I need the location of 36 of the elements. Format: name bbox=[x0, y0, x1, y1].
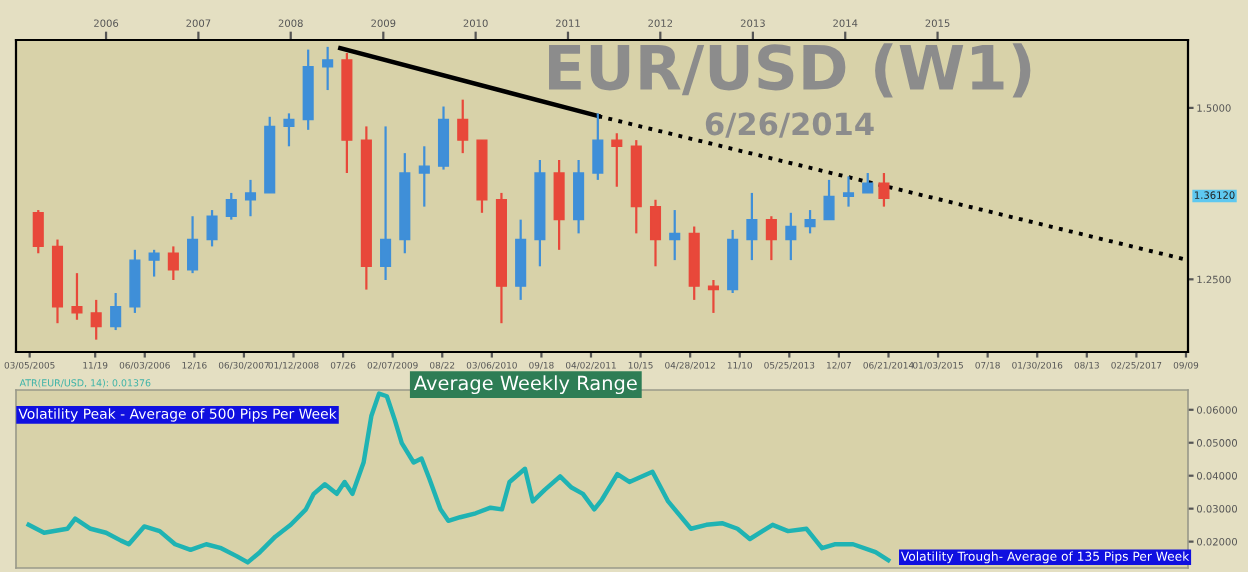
candlestick bbox=[418, 145, 430, 208]
candlestick bbox=[283, 112, 295, 148]
candlestick bbox=[32, 208, 44, 255]
candlestick bbox=[71, 272, 83, 321]
candlestick bbox=[225, 191, 237, 221]
chart-title: Average Weekly Range bbox=[413, 375, 637, 395]
text: 6/26/2014 bbox=[705, 112, 874, 138]
candlestick bbox=[167, 245, 179, 282]
candlestick bbox=[707, 278, 719, 315]
candlestick bbox=[823, 178, 835, 221]
candlestick bbox=[187, 215, 199, 275]
candlestick bbox=[244, 178, 257, 218]
candlestick bbox=[515, 218, 527, 301]
candlestick bbox=[765, 215, 777, 262]
candlestick bbox=[553, 158, 565, 251]
candlestick bbox=[90, 298, 102, 341]
candlestick bbox=[862, 171, 874, 195]
candlestick bbox=[669, 208, 681, 262]
candlestick bbox=[322, 45, 334, 92]
candlestick bbox=[804, 208, 816, 235]
candlestick bbox=[746, 191, 758, 262]
candlestick bbox=[129, 248, 141, 315]
candlestick bbox=[437, 105, 450, 171]
candlestick bbox=[573, 158, 585, 235]
candlestick bbox=[148, 248, 160, 278]
chart-title: EUR/USD (W1) bbox=[549, 43, 1031, 98]
candlestick bbox=[785, 211, 797, 262]
candlestick bbox=[592, 112, 604, 181]
candlestick bbox=[457, 98, 469, 155]
candlestick bbox=[878, 171, 890, 208]
candlestick bbox=[649, 198, 662, 268]
candlestick bbox=[611, 132, 623, 188]
candlestick bbox=[110, 291, 122, 332]
candlestick bbox=[206, 208, 218, 248]
candlestick bbox=[842, 175, 855, 208]
candlestick bbox=[380, 125, 392, 282]
